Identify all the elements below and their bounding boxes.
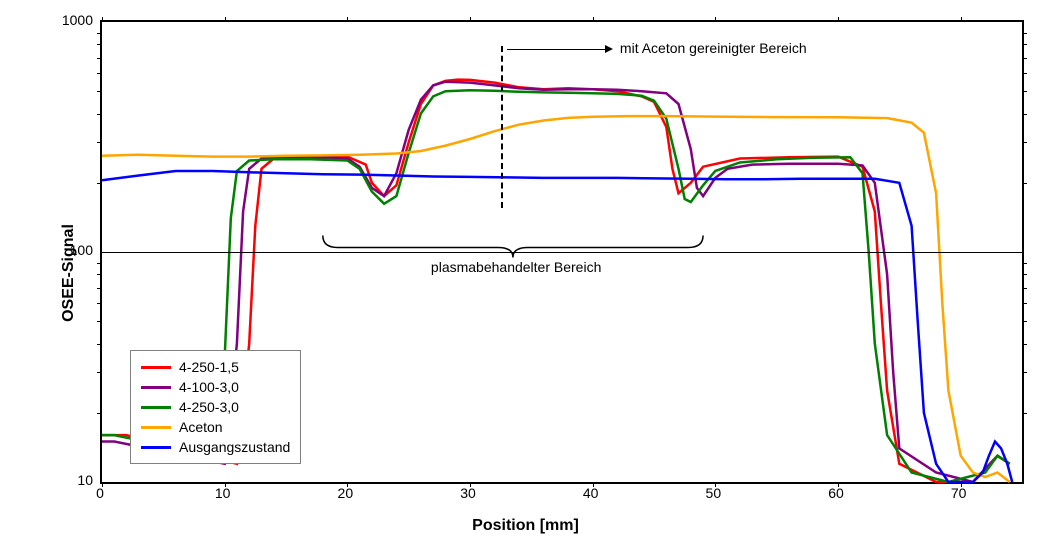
legend-label: 4-250-1,5 [179, 359, 239, 375]
legend-item: 4-250-1,5 [141, 357, 290, 377]
y-minor-tick [1022, 142, 1027, 143]
x-tick-label: 60 [828, 485, 844, 501]
x-tick-label: 70 [951, 485, 967, 501]
legend-item: Ausgangszustand [141, 437, 290, 457]
legend-label: 4-250-3,0 [179, 399, 239, 415]
y-minor-tick [1022, 91, 1027, 92]
y-minor-tick [1022, 183, 1027, 184]
x-axis-label: Position [mm] [472, 517, 579, 535]
y-minor-tick [1022, 73, 1027, 74]
x-tick-label: 50 [706, 485, 722, 501]
x-tick-label: 20 [338, 485, 354, 501]
legend-swatch [141, 446, 171, 449]
y-minor-tick [1022, 263, 1027, 264]
legend-label: Aceton [179, 419, 223, 435]
y-minor-tick [1022, 33, 1027, 34]
legend-swatch [141, 406, 171, 409]
y-tick-label: 10 [77, 472, 93, 488]
x-tick-label: 30 [460, 485, 476, 501]
legend-item: 4-100-3,0 [141, 377, 290, 397]
y-minor-tick [1022, 44, 1027, 45]
x-tick-label: 10 [215, 485, 231, 501]
y-minor-tick [1022, 372, 1027, 373]
y-minor-tick [1022, 413, 1027, 414]
legend-swatch [141, 386, 171, 389]
y-minor-tick [1022, 288, 1027, 289]
y-minor-tick [1022, 114, 1027, 115]
y-tick-label: 100 [70, 242, 93, 258]
legend-label: 4-100-3,0 [179, 379, 239, 395]
legend-item: Aceton [141, 417, 290, 437]
y-minor-tick [1022, 58, 1027, 59]
x-tick-label: 0 [96, 485, 104, 501]
y-minor-tick [1022, 344, 1027, 345]
legend-swatch [141, 426, 171, 429]
legend-label: Ausgangszustand [179, 439, 290, 455]
x-tick-label: 40 [583, 485, 599, 501]
chart-container: OSEE-Signal Position [mm] mit Aceton ger… [10, 10, 1041, 535]
legend-swatch [141, 366, 171, 369]
y-minor-tick [1022, 321, 1027, 322]
legend: 4-250-1,5 4-100-3,0 4-250-3,0 Aceton Ausgang… [130, 350, 301, 464]
y-axis-label: OSEE-Signal [60, 224, 78, 322]
annotation-mid: plasmabehandelter Bereich [431, 259, 601, 275]
y-minor-tick [1022, 274, 1027, 275]
y-minor-tick [1022, 303, 1027, 304]
legend-item: 4-250-3,0 [141, 397, 290, 417]
y-tick-label: 1000 [62, 12, 93, 28]
